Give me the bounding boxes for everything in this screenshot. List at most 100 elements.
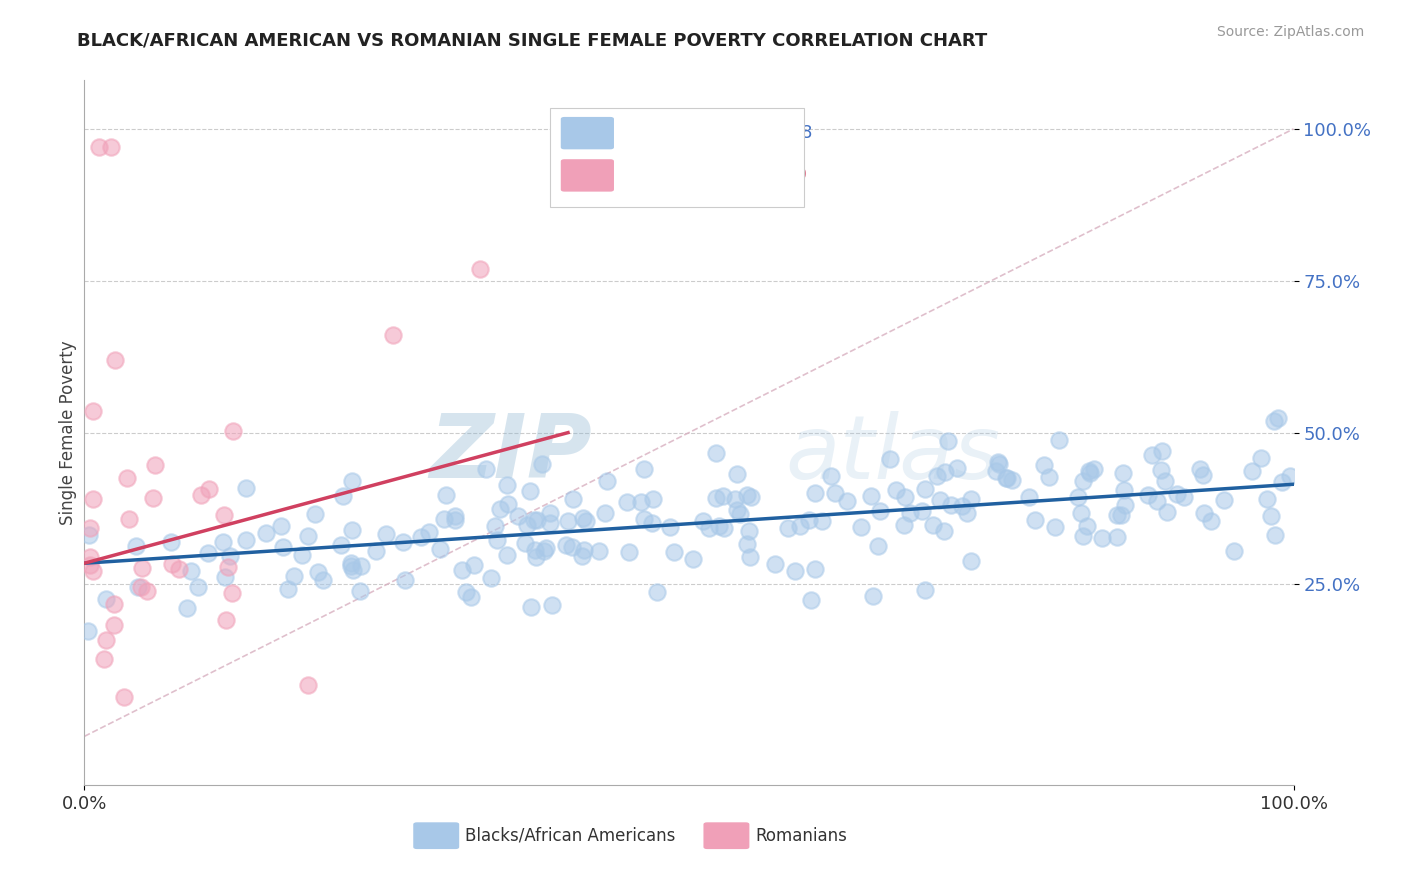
Point bbox=[1250, 451, 1272, 466]
Point bbox=[633, 462, 655, 476]
Point bbox=[571, 549, 593, 563]
Point bbox=[222, 424, 245, 438]
Point bbox=[79, 558, 101, 573]
Point bbox=[340, 475, 363, 489]
Point bbox=[197, 482, 219, 496]
Point bbox=[713, 521, 735, 535]
Point bbox=[1136, 488, 1159, 502]
Point bbox=[593, 506, 616, 520]
Point bbox=[738, 550, 761, 565]
Point bbox=[595, 474, 617, 488]
Text: Source: ZipAtlas.com: Source: ZipAtlas.com bbox=[1216, 25, 1364, 39]
Point bbox=[160, 557, 183, 571]
Point bbox=[1199, 514, 1222, 528]
Point bbox=[131, 561, 153, 575]
Point bbox=[1189, 462, 1212, 476]
Point bbox=[508, 508, 530, 523]
Point bbox=[283, 569, 305, 583]
Point bbox=[136, 584, 159, 599]
Point bbox=[697, 521, 720, 535]
Point bbox=[1112, 483, 1135, 497]
Point bbox=[77, 624, 100, 639]
Point bbox=[530, 457, 553, 471]
Point bbox=[277, 582, 299, 597]
Point bbox=[524, 549, 547, 564]
Point bbox=[489, 502, 512, 516]
Point bbox=[1140, 448, 1163, 462]
Point bbox=[212, 508, 235, 523]
Point bbox=[932, 524, 955, 538]
Point bbox=[235, 481, 257, 495]
Point bbox=[197, 546, 219, 560]
Point bbox=[143, 458, 166, 473]
Point bbox=[82, 491, 104, 506]
Point bbox=[922, 517, 945, 532]
Point bbox=[339, 559, 361, 574]
Point bbox=[1071, 474, 1094, 488]
Point bbox=[297, 529, 319, 543]
Point bbox=[291, 548, 314, 562]
Point bbox=[1166, 487, 1188, 501]
Point bbox=[1260, 509, 1282, 524]
Point bbox=[485, 533, 508, 548]
Point bbox=[1156, 505, 1178, 519]
Point bbox=[783, 564, 806, 578]
Point bbox=[312, 573, 335, 587]
Point bbox=[1263, 414, 1285, 428]
Point bbox=[1154, 475, 1177, 489]
Point bbox=[1213, 492, 1236, 507]
Point bbox=[810, 514, 832, 528]
Point bbox=[1038, 469, 1060, 483]
Point bbox=[433, 511, 456, 525]
Point bbox=[516, 517, 538, 532]
Point bbox=[484, 518, 506, 533]
Point bbox=[254, 526, 277, 541]
Text: R =  0.602   N = 198: R = 0.602 N = 198 bbox=[624, 124, 813, 142]
Point bbox=[1043, 520, 1066, 534]
Point bbox=[724, 491, 747, 506]
Point bbox=[1033, 458, 1056, 472]
Point bbox=[725, 503, 748, 517]
Point bbox=[704, 446, 727, 460]
Point bbox=[893, 517, 915, 532]
Point bbox=[820, 468, 842, 483]
Point bbox=[1105, 530, 1128, 544]
Point bbox=[190, 488, 212, 502]
Point bbox=[519, 483, 541, 498]
Point bbox=[1071, 529, 1094, 543]
Point bbox=[952, 499, 974, 513]
Point bbox=[1267, 411, 1289, 425]
Point bbox=[1150, 463, 1173, 477]
Point bbox=[297, 678, 319, 692]
Point bbox=[392, 535, 415, 549]
Point bbox=[647, 585, 669, 599]
FancyBboxPatch shape bbox=[561, 159, 614, 192]
Point bbox=[869, 503, 891, 517]
Point bbox=[167, 562, 190, 576]
Point bbox=[214, 570, 236, 584]
Point bbox=[987, 455, 1010, 469]
Point bbox=[1067, 490, 1090, 504]
Point bbox=[187, 580, 209, 594]
Point bbox=[994, 470, 1017, 484]
Point bbox=[1240, 465, 1263, 479]
Point bbox=[498, 497, 520, 511]
Point bbox=[728, 508, 751, 522]
Point bbox=[995, 471, 1018, 485]
Point bbox=[574, 543, 596, 558]
Point bbox=[495, 478, 517, 492]
Point bbox=[456, 585, 478, 599]
Point bbox=[1152, 444, 1174, 458]
Point bbox=[418, 524, 440, 539]
Point bbox=[460, 590, 482, 604]
Point bbox=[523, 513, 546, 527]
Point bbox=[540, 598, 562, 612]
Point bbox=[434, 488, 457, 502]
Point bbox=[778, 521, 800, 535]
Point bbox=[235, 533, 257, 548]
Point bbox=[307, 565, 329, 579]
Point bbox=[682, 552, 704, 566]
Point bbox=[103, 597, 125, 611]
Point bbox=[79, 527, 101, 541]
Point bbox=[763, 558, 786, 572]
